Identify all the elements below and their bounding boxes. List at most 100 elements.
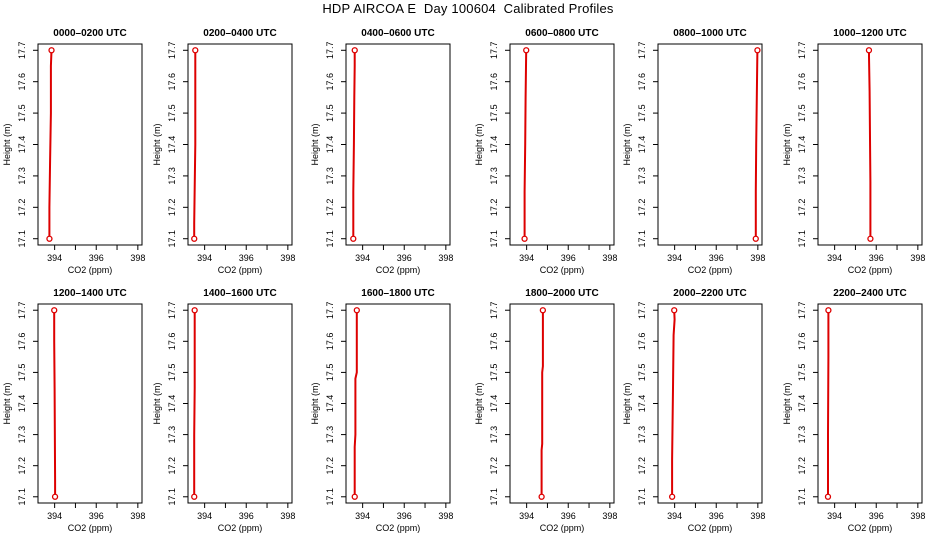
x-tick-label: 396 (239, 253, 254, 263)
y-tick-label: 17.4 (637, 395, 647, 413)
y-tick-label: 17.1 (325, 488, 335, 506)
y-tick-label: 17.6 (637, 333, 647, 351)
y-tick-label: 17.4 (489, 395, 499, 413)
x-tick-label: 396 (709, 253, 724, 263)
profile-point-top (48, 47, 55, 54)
y-axis-label: Height (m) (2, 123, 12, 165)
y-tick-label: 17.7 (797, 42, 807, 60)
x-tick-label: 396 (89, 511, 104, 521)
y-tick-label: 17.3 (489, 167, 499, 185)
y-tick-label: 17.2 (167, 199, 177, 217)
y-tick-label: 17.5 (17, 364, 27, 382)
y-tick-label: 17.3 (797, 167, 807, 185)
figure-title: HDP AIRCOA E Day 100604 Calibrated Profi… (322, 1, 614, 16)
profile-point-top (539, 307, 547, 314)
x-tick-label: 394 (519, 511, 534, 521)
y-tick-label: 17.6 (17, 73, 27, 91)
y-tick-label: 17.1 (797, 230, 807, 248)
profile-point-bottom (351, 493, 358, 500)
y-tick-label: 17.2 (489, 199, 499, 217)
profile-point-bottom (46, 235, 53, 242)
plot-frame (345, 43, 451, 246)
x-tick-label: 398 (280, 511, 295, 521)
profile-point-bottom (867, 235, 874, 242)
x-tick-label: 398 (602, 511, 617, 521)
x-axis-label: CO2 (ppm) (540, 265, 585, 275)
profile-point-top (865, 47, 873, 54)
panel-title: 0600–0800 UTC (525, 28, 598, 39)
y-tick-label: 17.7 (637, 301, 647, 319)
y-tick-label: 17.6 (325, 333, 335, 351)
plot-frame (345, 303, 451, 504)
y-tick-label: 17.7 (167, 42, 177, 60)
y-axis-label: Height (m) (310, 382, 320, 424)
profile-point-top (351, 47, 358, 54)
panel-title: 2200–2400 UTC (833, 288, 906, 299)
y-tick-label: 17.5 (325, 364, 335, 382)
y-tick-label: 17.6 (489, 333, 499, 351)
panel-title: 2000–2200 UTC (673, 288, 746, 299)
y-axis-label: Height (m) (152, 123, 162, 165)
profile-point-bottom (538, 493, 545, 500)
x-tick-label: 398 (438, 511, 453, 521)
y-axis-label: Height (m) (782, 382, 792, 424)
y-tick-label: 17.1 (325, 230, 335, 248)
panel-title: 1800–2000 UTC (525, 288, 598, 299)
y-tick-label: 17.7 (17, 301, 27, 319)
x-tick-label: 396 (869, 253, 884, 263)
y-tick-label: 17.2 (325, 457, 335, 475)
y-tick-label: 17.3 (489, 426, 499, 444)
x-tick-label: 398 (750, 253, 765, 263)
plot-frame (509, 303, 615, 504)
y-tick-label: 17.2 (167, 457, 177, 475)
y-tick-label: 17.2 (325, 199, 335, 217)
y-tick-label: 17.2 (637, 457, 647, 475)
profile-line (353, 310, 358, 497)
profile-point-top (353, 307, 360, 314)
x-tick-label: 398 (130, 511, 145, 521)
profile-point-top (51, 307, 58, 314)
profile-point-top (825, 307, 832, 314)
x-tick-label: 394 (827, 511, 842, 521)
x-axis-label: CO2 (ppm) (68, 523, 113, 533)
x-axis-label: CO2 (ppm) (540, 523, 585, 533)
plot-frame (817, 303, 923, 504)
x-tick-label: 398 (438, 253, 453, 263)
y-axis-label: Height (m) (152, 382, 162, 424)
profile-line (671, 310, 676, 497)
y-axis-label: Height (m) (2, 382, 12, 424)
x-tick-label: 398 (602, 253, 617, 263)
panel-title: 0000–0200 UTC (53, 28, 126, 39)
panel-title: 1400–1600 UTC (203, 288, 276, 299)
plot-frame (657, 43, 763, 246)
y-tick-label: 17.5 (325, 104, 335, 122)
y-tick-label: 17.5 (167, 364, 177, 382)
x-axis-label: CO2 (ppm) (848, 523, 893, 533)
x-tick-label: 398 (280, 253, 295, 263)
profile-point-bottom (191, 235, 198, 242)
y-tick-label: 17.6 (325, 73, 335, 91)
y-tick-label: 17.5 (637, 104, 647, 122)
x-tick-label: 396 (561, 511, 576, 521)
x-tick-label: 394 (197, 511, 212, 521)
profile-point-bottom (51, 493, 59, 500)
x-tick-label: 396 (397, 511, 412, 521)
y-tick-label: 17.4 (325, 136, 335, 154)
y-tick-label: 17.3 (325, 167, 335, 185)
y-tick-label: 17.4 (17, 136, 27, 154)
y-tick-label: 17.6 (637, 73, 647, 91)
profile-point-bottom (668, 493, 676, 500)
y-tick-label: 17.1 (637, 230, 647, 248)
profile-line (754, 50, 759, 239)
y-tick-label: 17.1 (167, 230, 177, 248)
y-tick-label: 17.7 (637, 42, 647, 60)
x-tick-label: 394 (667, 253, 682, 263)
y-tick-label: 17.6 (489, 73, 499, 91)
panel-title: 0800–1000 UTC (673, 28, 746, 39)
x-axis-label: CO2 (ppm) (848, 265, 893, 275)
y-tick-label: 17.1 (637, 488, 647, 506)
panel-title: 0200–0400 UTC (203, 28, 276, 39)
x-axis-label: CO2 (ppm) (688, 523, 733, 533)
profile-point-top (671, 307, 678, 314)
y-axis-label: Height (m) (782, 123, 792, 165)
